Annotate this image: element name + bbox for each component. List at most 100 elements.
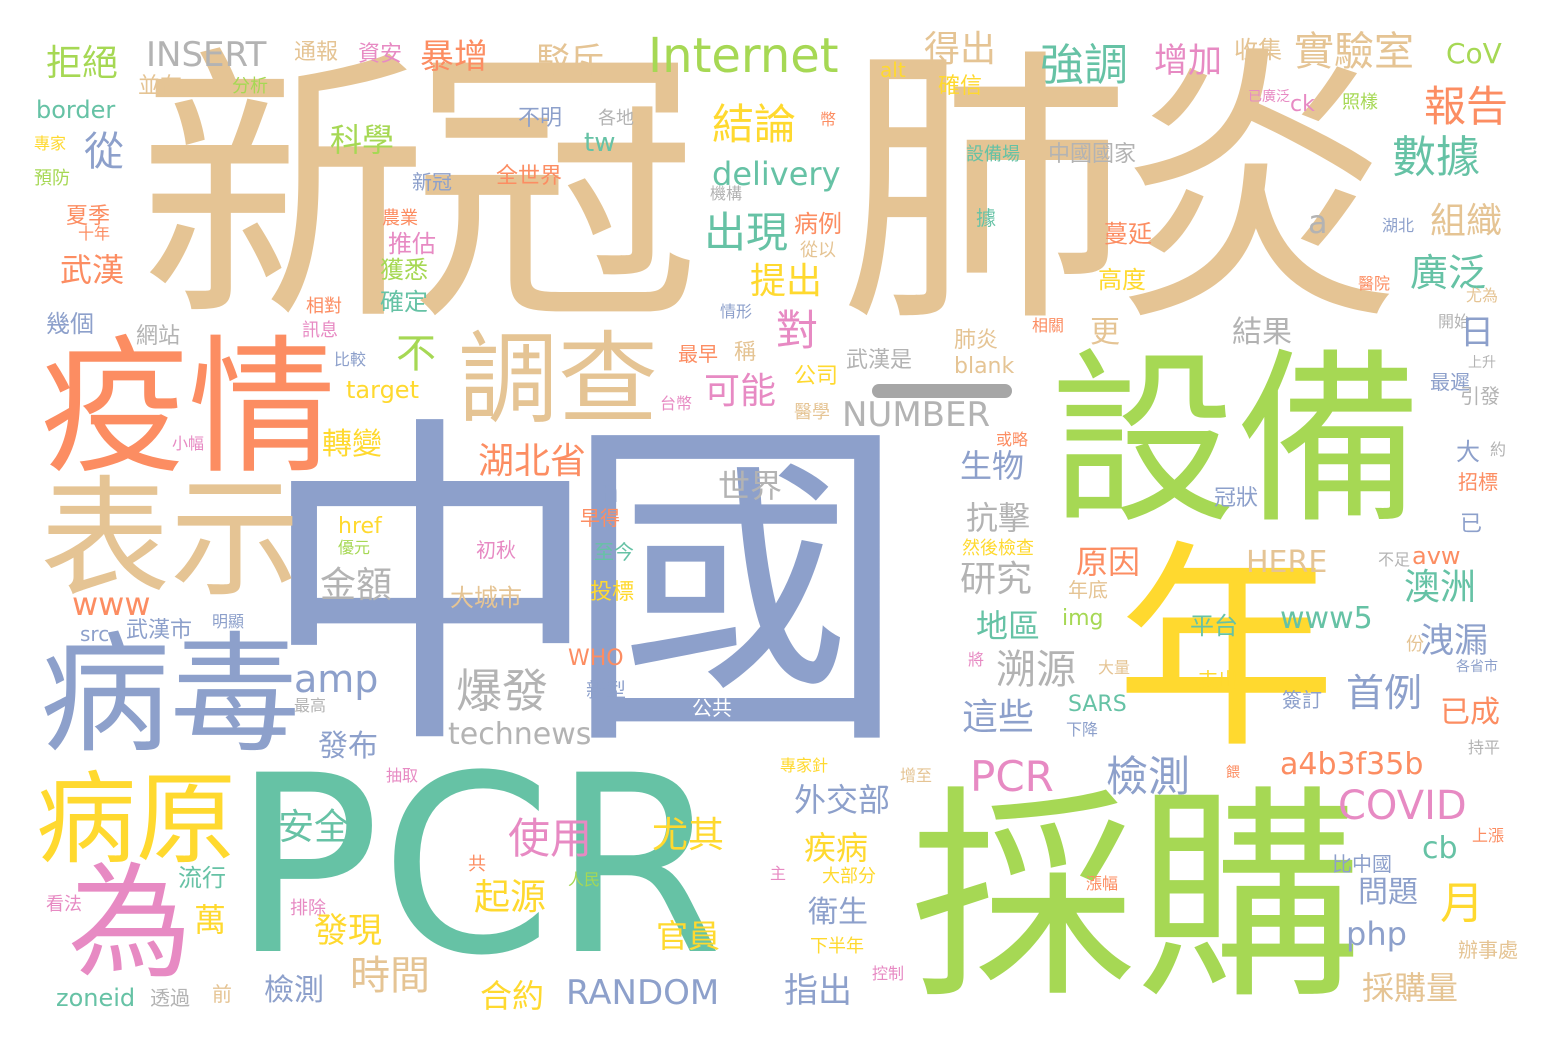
word-xiajiang: 下降 [1066,720,1099,739]
word-href: href [338,514,382,539]
word-baozeng: 暴增 [420,37,488,77]
word-fabu: 發布 [318,729,378,764]
word-here: HERE [1246,545,1328,580]
word-avw: avw [1412,542,1461,570]
word-gaodu: 高度 [1098,266,1146,294]
word-zian: 資安 [358,42,403,67]
word-qiyuan: 起源 [474,877,547,918]
word-ju: 據 [976,206,996,230]
word-diqu: 地區 [976,607,1041,645]
word-nongye: 農業 [382,208,418,229]
word-www5: www5 [1280,601,1373,636]
word-niandi: 年底 [1068,578,1108,602]
word-manyan: 蔓延 [1104,220,1152,248]
word-bochi: 駁斥 [536,41,604,81]
word-wei: 為 [68,852,193,996]
word-bingyuan: 病原 [36,761,236,878]
word-zhangfu: 漲幅 [1086,874,1119,893]
word-yue: 約 [1490,440,1507,459]
word-dachengshi: 大城市 [450,584,522,612]
word-youqi: 尤其 [652,815,725,856]
word-jiang: 將 [968,650,985,669]
word-baofa: 爆發 [456,664,548,718]
word-guanzhuang: 冠狀 [1214,486,1259,511]
word-jine: 金額 [320,565,393,606]
word-yinfa: 引發 [1460,384,1500,408]
word-shouli: 首例 [1346,671,1423,715]
word-dabufen: 大部分 [822,866,876,887]
word-zhijin: 至今 [594,540,634,564]
word-zhuanjiazhen: 專家針 [780,756,829,775]
word-zhaobiao: 招標 [1458,470,1498,494]
word-bi: 幣 [820,110,837,129]
word-cb: cb [1422,831,1458,866]
word-php: php [1346,915,1407,953]
word-xiaji: 夏季 [66,204,111,229]
word-tichu: 提出 [750,261,823,302]
word-kexue: 科學 [330,121,395,159]
word-a: a [1308,203,1328,241]
word-suyuan: 溯源 [996,647,1076,693]
word-bizhongguo: 比中國 [1332,852,1392,876]
word-shijie: 世界 [718,467,783,505]
word-gongsi: 公司 [794,364,839,389]
word-yixue: 醫學 [794,402,830,423]
word-yanjiu: 研究 [960,559,1033,600]
word-target: target [346,376,419,404]
word-zuzhi: 組織 [1430,201,1503,242]
word-daliang: 大量 [1098,658,1131,677]
word-diaocha: 調查 [458,321,658,438]
word-xiangguan: 相關 [1032,316,1065,335]
word-who: WHO [568,646,624,671]
word-tw: tw [584,128,616,158]
word-shiyanshi: 實驗室 [1294,29,1414,75]
word-sars: SARS [1068,692,1127,717]
word-pcr2: PCR [970,752,1054,801]
word-yicheng: 已成 [1440,695,1500,730]
word-zhexie: 這些 [962,697,1035,738]
word-cov: CoV [1446,37,1502,70]
word-wenti: 問題 [1358,875,1418,910]
word-zhichu2: 指出 [784,971,852,1011]
word-xinguan: 新冠 [138,24,700,361]
word-wuhanshi2: 武漢是 [846,348,913,373]
word-kangji: 抗擊 [966,499,1031,537]
word-tongbao: 通報 [294,40,339,65]
word-nian: 年 [1116,522,1337,778]
word-gonggong: 公共 [692,696,732,720]
word-chouqu: 抽取 [386,766,419,785]
word-xielou: 洩漏 [1420,621,1488,661]
word-liuxing: 流行 [178,864,226,892]
word-queixin: 確信 [938,74,983,99]
word-cheng: 稱 [734,340,757,365]
word-kaishi: 開始 [1438,312,1471,331]
word-ri: 日 [1460,313,1494,353]
word-aozhou: 澳洲 [1404,567,1477,608]
word-shengwu: 生物 [960,447,1025,485]
word-zhaoyang: 照樣 [1342,92,1378,113]
word-yiyuan: 醫院 [1358,274,1391,293]
word-src: src [80,622,110,646]
word-qianding: 簽訂 [1282,688,1322,712]
word-bingli: 病例 [794,210,842,238]
word-fenxi: 分析 [232,76,268,97]
word-wangzhan: 網站 [136,324,181,349]
word-zhongguo: 中國 [258,390,908,791]
word-feiyan: 肺炎 [840,24,1402,361]
word-anquan: 安全 [278,807,351,848]
word-zhu: 主 [770,864,787,883]
word-youwei: 尤為 [1466,286,1499,305]
gray-bar-mark [872,384,1012,398]
word-tuigu: 推估 [388,230,436,258]
word-fen: 份 [1406,634,1424,655]
word-xiaofu: 小幅 [172,434,205,453]
word-youyuan: 優元 [338,538,371,557]
word-border: border [36,96,116,124]
word-paichu: 排除 [290,898,326,919]
word-shinian: 十年 [78,224,111,243]
word-jieguo: 結果 [1232,315,1292,350]
word-qingxing: 情形 [720,302,753,321]
word-feiyan2: 肺炎 [954,328,999,353]
word-n: n [600,475,620,510]
word-keneng: 可能 [704,371,777,412]
